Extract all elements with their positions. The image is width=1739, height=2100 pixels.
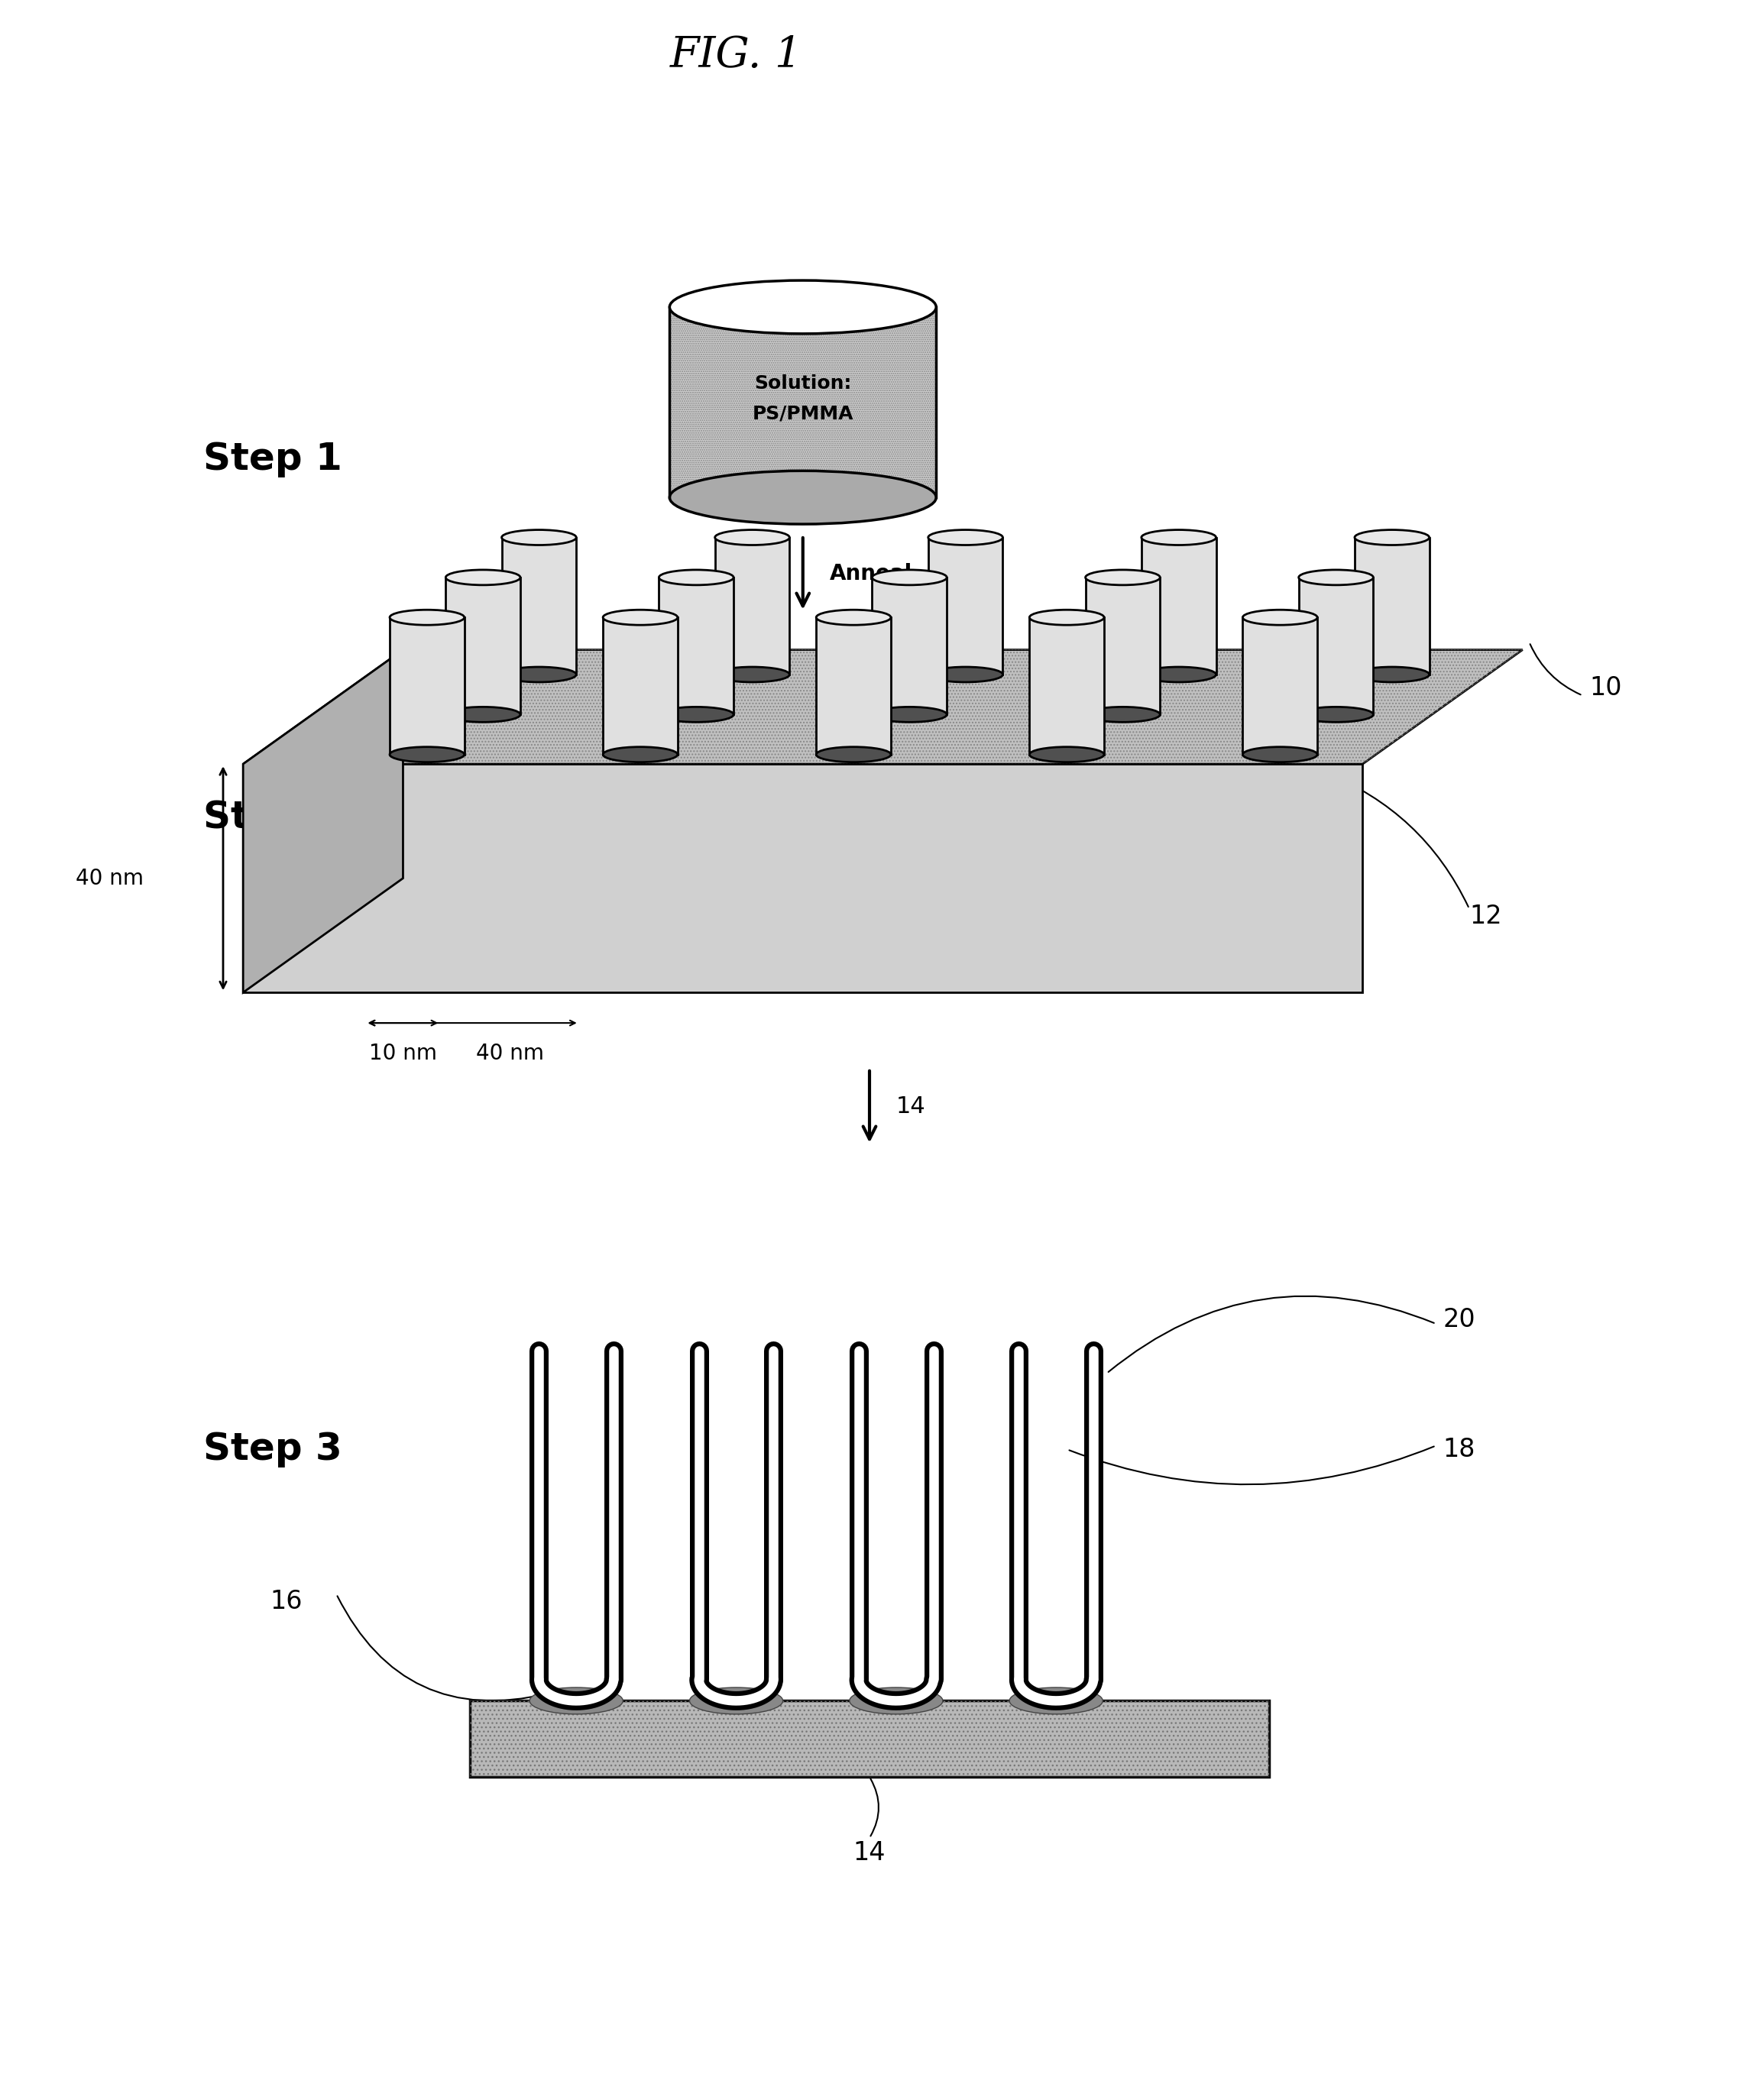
Text: Step 2: Step 2 (203, 798, 343, 836)
Ellipse shape (501, 529, 576, 546)
Polygon shape (501, 538, 576, 674)
Ellipse shape (1141, 668, 1216, 683)
Ellipse shape (530, 1688, 623, 1714)
Polygon shape (1029, 617, 1104, 754)
Text: 40 nm: 40 nm (77, 867, 144, 888)
Text: Solution:: Solution: (755, 374, 852, 393)
Ellipse shape (816, 748, 890, 762)
Text: FIG. 1: FIG. 1 (670, 36, 802, 76)
Ellipse shape (659, 569, 734, 586)
Text: 14: 14 (896, 1096, 925, 1117)
Polygon shape (603, 617, 678, 754)
Ellipse shape (390, 748, 464, 762)
Ellipse shape (603, 609, 678, 626)
Polygon shape (929, 538, 1003, 674)
Polygon shape (445, 578, 520, 714)
Ellipse shape (1085, 708, 1160, 722)
Ellipse shape (873, 569, 946, 586)
Text: 40 nm: 40 nm (476, 1044, 544, 1065)
Ellipse shape (1243, 609, 1318, 626)
Text: 10: 10 (1589, 676, 1622, 701)
Ellipse shape (715, 529, 790, 546)
Text: Step 3: Step 3 (203, 1430, 343, 1468)
Polygon shape (873, 578, 946, 714)
Ellipse shape (1243, 748, 1318, 762)
Polygon shape (470, 1701, 1269, 1777)
Ellipse shape (670, 281, 936, 334)
Ellipse shape (1141, 529, 1216, 546)
Ellipse shape (390, 609, 464, 626)
Ellipse shape (1299, 569, 1374, 586)
Ellipse shape (1029, 748, 1104, 762)
Ellipse shape (873, 708, 946, 722)
Ellipse shape (670, 470, 936, 525)
Ellipse shape (715, 668, 790, 683)
Polygon shape (1355, 538, 1429, 674)
Text: PS/PMMA: PS/PMMA (753, 405, 854, 422)
Ellipse shape (1355, 668, 1429, 683)
Polygon shape (670, 307, 936, 498)
Ellipse shape (850, 1688, 943, 1714)
Text: 12: 12 (1469, 903, 1502, 928)
Text: 20: 20 (1443, 1308, 1475, 1334)
Ellipse shape (445, 569, 520, 586)
Text: 14: 14 (854, 1840, 885, 1865)
Ellipse shape (816, 609, 890, 626)
Ellipse shape (1085, 569, 1160, 586)
Text: Anneal: Anneal (830, 563, 913, 584)
Polygon shape (243, 649, 1523, 764)
Ellipse shape (690, 1688, 783, 1714)
Text: 18: 18 (1443, 1436, 1475, 1462)
Ellipse shape (501, 668, 576, 683)
Polygon shape (1085, 578, 1160, 714)
Ellipse shape (1299, 708, 1374, 722)
Polygon shape (243, 764, 1363, 993)
Polygon shape (715, 538, 790, 674)
Ellipse shape (445, 708, 520, 722)
Polygon shape (390, 617, 464, 754)
Text: Step 1: Step 1 (203, 441, 343, 477)
Polygon shape (243, 649, 403, 993)
Polygon shape (1141, 538, 1216, 674)
Ellipse shape (1029, 609, 1104, 626)
Ellipse shape (1009, 1688, 1103, 1714)
Polygon shape (1243, 617, 1318, 754)
Polygon shape (1299, 578, 1374, 714)
Ellipse shape (603, 748, 678, 762)
Ellipse shape (659, 708, 734, 722)
Polygon shape (659, 578, 734, 714)
Text: 16: 16 (270, 1590, 303, 1615)
Ellipse shape (1355, 529, 1429, 546)
Text: 10 nm: 10 nm (369, 1044, 436, 1065)
Ellipse shape (929, 529, 1003, 546)
Polygon shape (816, 617, 890, 754)
Ellipse shape (929, 668, 1003, 683)
